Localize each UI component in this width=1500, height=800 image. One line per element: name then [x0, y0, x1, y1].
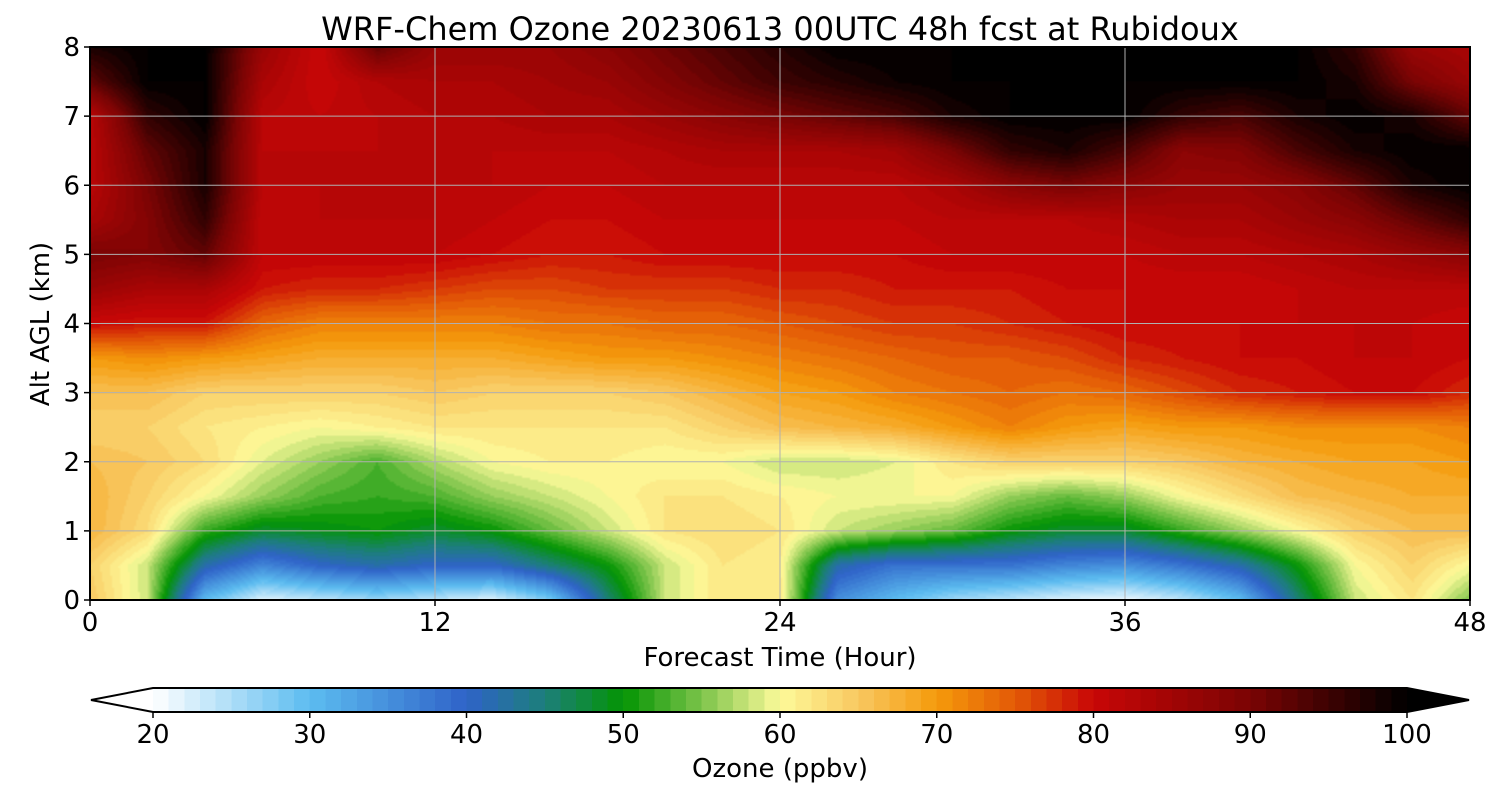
- colorbar-tick-label: 50: [607, 720, 640, 750]
- chart-title: WRF-Chem Ozone 20230613 00UTC 48h fcst a…: [321, 10, 1239, 48]
- x-tick-label: 24: [763, 608, 796, 638]
- x-tick-label: 36: [1108, 608, 1141, 638]
- x-axis-ticks: 0 12 24 36 48: [82, 600, 1487, 638]
- y-axis-label: Alt AGL (km): [26, 242, 56, 406]
- colorbar-tick-label: 30: [293, 720, 326, 750]
- y-tick-label: 7: [63, 102, 80, 132]
- y-tick-label: 8: [63, 33, 80, 63]
- y-axis-ticks: 0 1 2 3 4 5 6 7 8: [63, 33, 90, 616]
- colorbar-tick-label: 40: [450, 720, 483, 750]
- x-tick-label: 0: [82, 608, 99, 638]
- plot-area: [89, 46, 1471, 601]
- y-tick-label: 4: [63, 310, 80, 340]
- colorbar-tick-label: 20: [136, 720, 169, 750]
- colorbar: 20 30 40 50 60 70 80 90 100 Ozone (ppbv): [90, 687, 1470, 784]
- y-tick-label: 3: [63, 379, 80, 409]
- colorbar-tick-label: 100: [1382, 720, 1432, 750]
- colorbar-label: Ozone (ppbv): [692, 754, 868, 784]
- colorbar-tick-label: 80: [1077, 720, 1110, 750]
- x-tick-label: 48: [1453, 608, 1486, 638]
- colorbar-high-extend: [1407, 688, 1469, 712]
- y-tick-label: 5: [63, 240, 80, 270]
- colorbar-gradient: [153, 688, 1407, 712]
- y-tick-label: 2: [63, 448, 80, 478]
- colorbar-tick-label: 60: [763, 720, 796, 750]
- colorbar-tick-label: 90: [1234, 720, 1267, 750]
- x-tick-label: 12: [418, 608, 451, 638]
- grid-lines: [90, 47, 1470, 600]
- y-tick-label: 6: [63, 171, 80, 201]
- colorbar-ticks: 20 30 40 50 60 70 80 90 100: [136, 712, 1432, 750]
- x-axis-label: Forecast Time (Hour): [643, 643, 916, 673]
- y-tick-label: 1: [63, 517, 80, 547]
- y-tick-label: 0: [63, 586, 80, 616]
- colorbar-low-extend: [91, 688, 153, 712]
- colorbar-tick-label: 70: [920, 720, 953, 750]
